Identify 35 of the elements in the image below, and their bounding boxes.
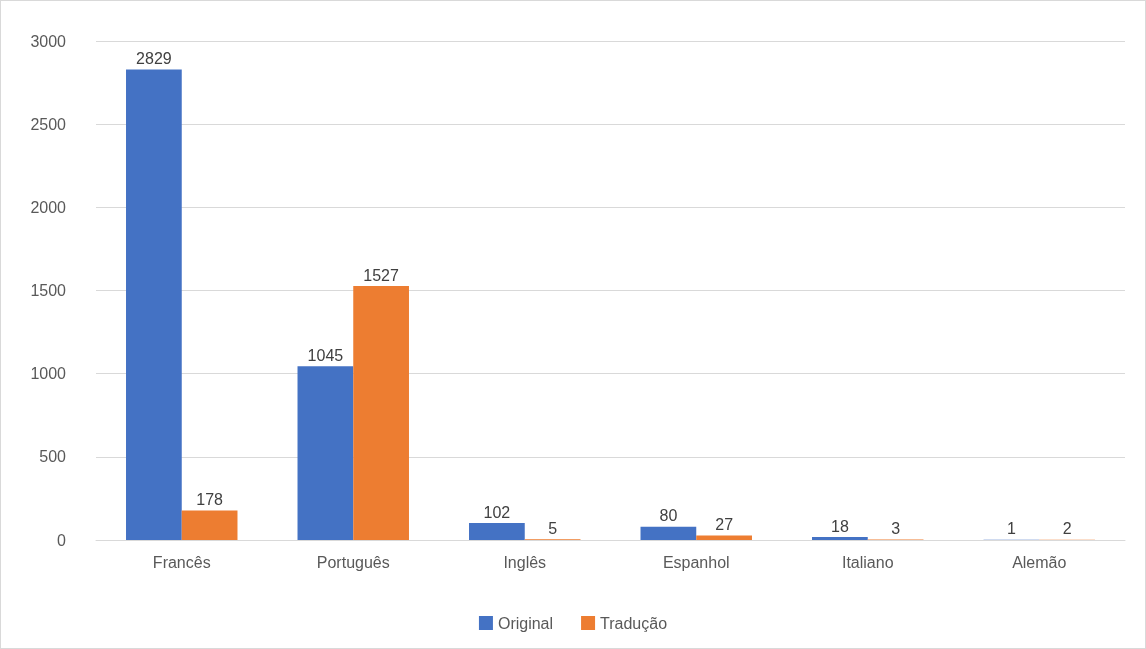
x-tick-label: Alemão xyxy=(1012,553,1067,571)
x-tick-label: Português xyxy=(316,553,390,571)
bar xyxy=(469,523,525,540)
y-tick-label: 2500 xyxy=(30,115,67,133)
data-label: 18 xyxy=(830,517,849,535)
bar xyxy=(353,286,409,540)
y-tick-label: 2000 xyxy=(30,198,67,216)
x-tick-label: Espanhol xyxy=(662,553,730,571)
x-tick-label: Inglês xyxy=(503,553,547,571)
data-label: 1045 xyxy=(307,346,344,364)
data-label: 1 xyxy=(1006,520,1016,538)
data-label: 1527 xyxy=(363,266,400,284)
x-tick-label: Francês xyxy=(152,553,211,571)
data-label: 3 xyxy=(891,520,901,537)
bar xyxy=(181,510,238,540)
y-tick-label: 3000 xyxy=(30,32,67,50)
data-label: 2829 xyxy=(136,49,172,67)
data-label: 80 xyxy=(659,507,678,525)
data-label: 178 xyxy=(196,490,224,508)
bar xyxy=(640,526,697,540)
bar xyxy=(297,366,354,540)
y-tick-label: 1500 xyxy=(30,282,67,299)
bar xyxy=(696,535,752,540)
y-tick-label: 0 xyxy=(57,531,67,549)
y-tick-label: 500 xyxy=(39,448,67,466)
bar xyxy=(812,537,868,540)
data-label: 5 xyxy=(548,519,558,537)
x-tick-label: Italiano xyxy=(841,553,894,571)
data-label: 102 xyxy=(483,503,511,521)
legend-label: Tradução xyxy=(600,614,668,632)
bar xyxy=(126,69,182,540)
data-label: 2 xyxy=(1062,520,1072,538)
legend-label: Original xyxy=(497,614,554,632)
data-label: 27 xyxy=(715,516,734,534)
y-tick-label: 1000 xyxy=(30,365,67,383)
